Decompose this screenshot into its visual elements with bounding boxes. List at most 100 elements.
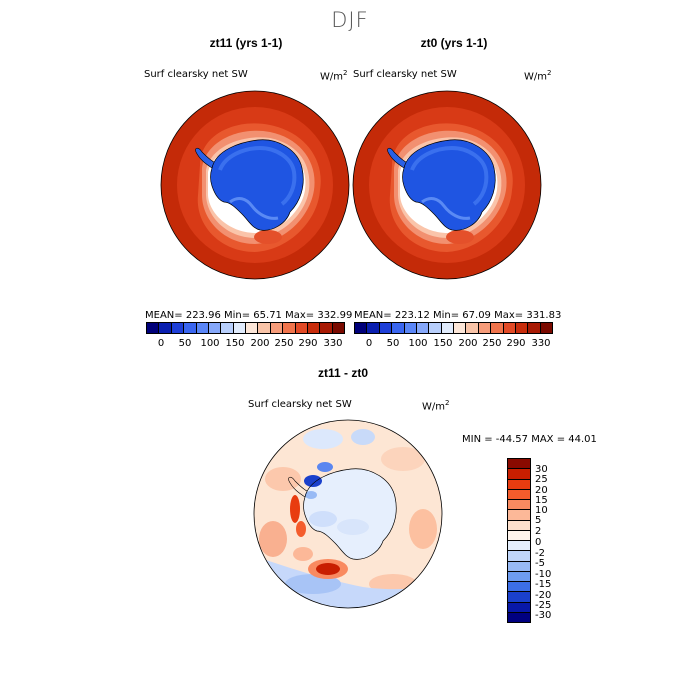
- colorbar-swatch: [508, 541, 530, 552]
- panel-2-variable: Surf clearsky net SW: [353, 69, 457, 80]
- panel-3-colorbar-labels: 30 25 20 15 10 5 2 0 -2 -5 -10 -15 -20 -…: [535, 458, 575, 621]
- cbar2-tick: 50: [386, 338, 400, 349]
- colorbar-swatch: [258, 323, 271, 333]
- colorbar-swatch: [478, 323, 492, 333]
- colorbar-swatch: [320, 323, 333, 333]
- panel-3-colorbar: [507, 458, 531, 623]
- cbar3-label: 25: [535, 474, 548, 485]
- cbar3-label: 30: [535, 464, 548, 475]
- cbar2-tick: 150: [433, 338, 453, 349]
- colorbar-swatch: [355, 323, 368, 333]
- colorbar-swatch: [508, 612, 530, 622]
- cbar1-tick: 0: [157, 338, 165, 349]
- panel-3-units: W/m2: [422, 399, 450, 413]
- colorbar-swatch: [540, 323, 552, 333]
- colorbar-swatch: [454, 323, 467, 333]
- colorbar-swatch: [491, 323, 504, 333]
- colorbar-swatch: [508, 469, 530, 480]
- cbar1-tick: 290: [298, 338, 318, 349]
- cbar2-tick: 250: [482, 338, 502, 349]
- panel-2-stats: MEAN= 223.12 Min= 67.09 Max= 331.83: [354, 310, 562, 321]
- cbar3-label: -30: [535, 610, 552, 621]
- colorbar-swatch: [508, 479, 530, 490]
- cbar2-tick: 0: [365, 338, 373, 349]
- colorbar-swatch: [441, 323, 454, 333]
- colorbar-swatch: [283, 323, 296, 333]
- cbar3-label: 2: [535, 526, 542, 537]
- colorbar-swatch: [404, 323, 417, 333]
- colorbar-swatch: [508, 520, 530, 531]
- panel-1-variable: Surf clearsky net SW: [144, 69, 248, 80]
- colorbar-swatch: [246, 323, 259, 333]
- cbar3-label: -2: [535, 548, 545, 559]
- colorbar-swatch: [508, 582, 530, 593]
- map-panel-3: [253, 419, 443, 609]
- colorbar-swatch: [416, 323, 430, 333]
- colorbar-swatch: [508, 489, 530, 500]
- map-panel-1: [160, 90, 350, 280]
- colorbar-swatch: [147, 323, 160, 333]
- cbar1-tick: 330: [323, 338, 343, 349]
- colorbar-swatch: [508, 571, 530, 582]
- colorbar-swatch: [233, 323, 246, 333]
- cbar3-label: 15: [535, 495, 548, 506]
- cbar1-tick: 200: [250, 338, 270, 349]
- colorbar-swatch: [208, 323, 222, 333]
- colorbar-swatch: [508, 551, 530, 562]
- colorbar-swatch: [508, 602, 530, 613]
- cbar2-tick: 200: [458, 338, 478, 349]
- cbar3-label: -25: [535, 600, 552, 611]
- cbar3-label: -5: [535, 558, 545, 569]
- cbar3-label: -20: [535, 590, 552, 601]
- panel-3-variable: Surf clearsky net SW: [248, 399, 352, 410]
- colorbar-swatch: [184, 323, 197, 333]
- colorbar-swatch: [515, 323, 529, 333]
- cbar2-tick: 290: [506, 338, 526, 349]
- cbar3-label: 0: [535, 537, 542, 548]
- panel-1-colorbar: [146, 322, 345, 334]
- colorbar-swatch: [503, 323, 516, 333]
- colorbar-swatch: [295, 323, 308, 333]
- cbar3-label: 10: [535, 505, 548, 516]
- panel-2-colorbar: [354, 322, 553, 334]
- colorbar-swatch: [392, 323, 405, 333]
- panel-3-stats: MIN = -44.57 MAX = 44.01: [462, 434, 597, 445]
- colorbar-swatch: [508, 510, 530, 521]
- colorbar-swatch: [508, 459, 530, 470]
- colorbar-swatch: [508, 561, 530, 572]
- cbar1-tick: 250: [274, 338, 294, 349]
- colorbar-swatch: [528, 323, 541, 333]
- colorbar-swatch: [429, 323, 442, 333]
- cbar3-label: 5: [535, 515, 542, 526]
- cbar1-tick: 150: [225, 338, 245, 349]
- cbar3-label: -10: [535, 569, 552, 580]
- cbar1-tick: 100: [200, 338, 220, 349]
- colorbar-swatch: [270, 323, 284, 333]
- panel-2-units: W/m2: [524, 69, 552, 83]
- cbar2-tick: 100: [408, 338, 428, 349]
- panel-1-stats: MEAN= 223.96 Min= 65.71 Max= 332.99: [145, 310, 353, 321]
- colorbar-swatch: [307, 323, 321, 333]
- cbar2-tick: 330: [531, 338, 551, 349]
- colorbar-swatch: [379, 323, 393, 333]
- cbar3-label: -15: [535, 579, 552, 590]
- panel-2-title: zt0 (yrs 1-1): [420, 36, 488, 50]
- colorbar-swatch: [171, 323, 185, 333]
- colorbar-swatch: [508, 530, 530, 541]
- figure-title: DJF: [331, 8, 369, 32]
- panel-1-title: zt11 (yrs 1-1): [209, 36, 283, 50]
- colorbar-swatch: [508, 500, 530, 511]
- colorbar-swatch: [367, 323, 380, 333]
- colorbar-swatch: [196, 323, 209, 333]
- colorbar-swatch: [221, 323, 234, 333]
- panel-1-colorbar-ticks: 0 50 100 150 200 250 290 330: [146, 338, 343, 350]
- panel-2-colorbar-ticks: 0 50 100 150 200 250 290 330: [354, 338, 551, 350]
- colorbar-swatch: [332, 323, 344, 333]
- cbar3-label: 20: [535, 485, 548, 496]
- colorbar-swatch: [159, 323, 172, 333]
- colorbar-swatch: [508, 592, 530, 603]
- map-panel-2: [352, 90, 542, 280]
- cbar1-tick: 50: [178, 338, 192, 349]
- panel-3-title: zt11 - zt0: [317, 366, 368, 380]
- panel-1-units: W/m2: [320, 69, 348, 83]
